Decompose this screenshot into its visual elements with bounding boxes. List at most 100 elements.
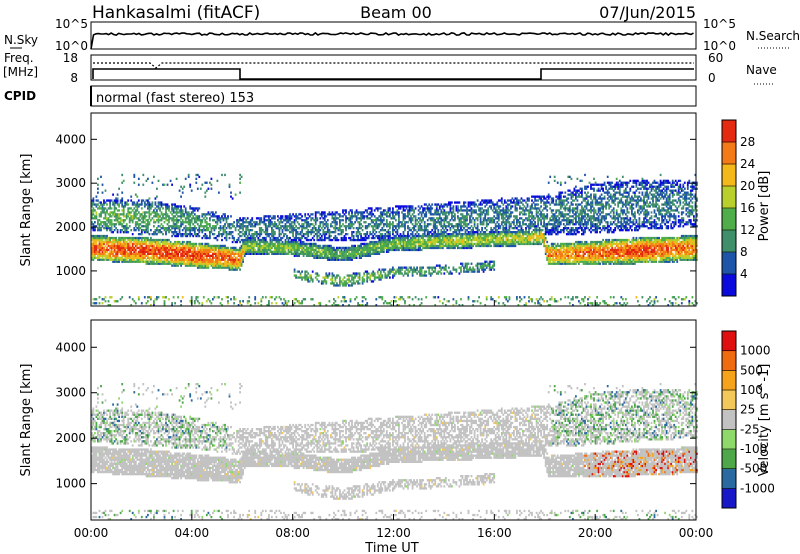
power-cell	[174, 203, 176, 206]
power-cell	[446, 238, 449, 242]
power-cell	[452, 219, 455, 222]
power-cell	[195, 234, 198, 238]
power-cell	[354, 250, 356, 253]
power-cell	[119, 258, 122, 261]
power-cell	[443, 211, 446, 214]
power-cell	[163, 217, 166, 220]
power-cell	[398, 270, 400, 273]
power-cell	[301, 302, 303, 305]
power-cell	[296, 270, 299, 273]
power-cell	[207, 258, 210, 261]
power-cell	[448, 300, 450, 303]
power-cell	[272, 225, 275, 228]
power-cell	[307, 225, 310, 228]
power-cell	[302, 250, 305, 253]
power-cell	[160, 211, 163, 214]
power-cell	[402, 213, 405, 216]
power-cell	[222, 233, 225, 236]
power-cell	[264, 246, 267, 250]
power-cell	[246, 302, 249, 305]
power-cell	[193, 242, 196, 246]
power-cell	[249, 225, 252, 228]
power-cell	[355, 280, 358, 283]
power-cell	[140, 250, 143, 253]
power-cell	[317, 234, 320, 238]
power-cell	[268, 233, 270, 236]
power-cell	[463, 221, 465, 224]
power-cell	[154, 248, 157, 252]
power-cell	[252, 240, 255, 244]
power-cell	[451, 244, 453, 248]
power-cell	[428, 246, 431, 250]
power-cell	[260, 240, 263, 244]
power-cell	[323, 223, 326, 226]
power-cell	[163, 260, 166, 263]
power-cell	[325, 223, 328, 226]
power-cell	[143, 240, 146, 244]
power-cell	[145, 211, 148, 214]
power-cell	[175, 252, 178, 255]
power-cell	[268, 248, 270, 252]
power-cell	[154, 213, 157, 216]
power-cell	[101, 240, 104, 244]
power-cell	[437, 244, 440, 248]
power-cell	[408, 234, 411, 238]
power-cell	[110, 227, 113, 230]
power-cell	[140, 302, 143, 305]
power-cell	[104, 215, 107, 218]
power-cell	[289, 227, 291, 230]
power-cell	[379, 244, 382, 248]
power-cell	[187, 211, 190, 214]
power-cell	[190, 296, 193, 299]
power-cell	[136, 256, 139, 259]
power-cell	[153, 175, 155, 178]
power-cell	[116, 213, 119, 216]
power-cell	[222, 262, 225, 265]
power-cell	[423, 272, 426, 275]
power-cell	[323, 238, 326, 242]
power-cell	[464, 219, 467, 222]
power-cell	[264, 248, 267, 252]
power-cell	[340, 258, 343, 261]
power-cell	[366, 276, 369, 279]
power-cell	[349, 252, 352, 255]
power-cell	[361, 248, 364, 252]
power-cell	[222, 217, 225, 220]
power-cell	[376, 223, 379, 226]
power-cell	[207, 260, 210, 263]
power-cell	[134, 203, 137, 206]
power-cell	[249, 244, 252, 248]
power-cell	[131, 238, 134, 242]
power-cell	[205, 248, 208, 252]
power-cell	[373, 242, 376, 246]
power-cell	[381, 242, 384, 246]
power-cell	[295, 215, 297, 218]
power-cell	[153, 219, 155, 222]
power-cell	[426, 240, 429, 244]
power-cell	[366, 215, 369, 218]
power-cell	[449, 219, 452, 222]
power-cell	[373, 246, 376, 250]
power-cell	[467, 236, 470, 240]
power-cell	[153, 244, 155, 248]
power-cell	[375, 227, 378, 230]
power-cell	[419, 304, 421, 307]
power-cell	[366, 272, 369, 275]
power-cell	[452, 242, 455, 246]
power-cell	[426, 225, 429, 228]
power-cell	[166, 246, 169, 250]
power-cell	[263, 238, 266, 242]
power-cell	[420, 219, 423, 222]
power-cell	[166, 258, 169, 261]
power-cell	[464, 236, 467, 240]
power-cell	[389, 276, 391, 279]
power-cell	[136, 238, 139, 242]
power-cell	[451, 234, 453, 238]
power-cell	[320, 236, 323, 240]
power-cell	[336, 258, 338, 261]
power-cell	[154, 246, 157, 250]
power-cell	[225, 296, 228, 299]
power-cell	[384, 274, 387, 277]
power-cell	[346, 225, 349, 228]
power-cell	[376, 207, 379, 210]
